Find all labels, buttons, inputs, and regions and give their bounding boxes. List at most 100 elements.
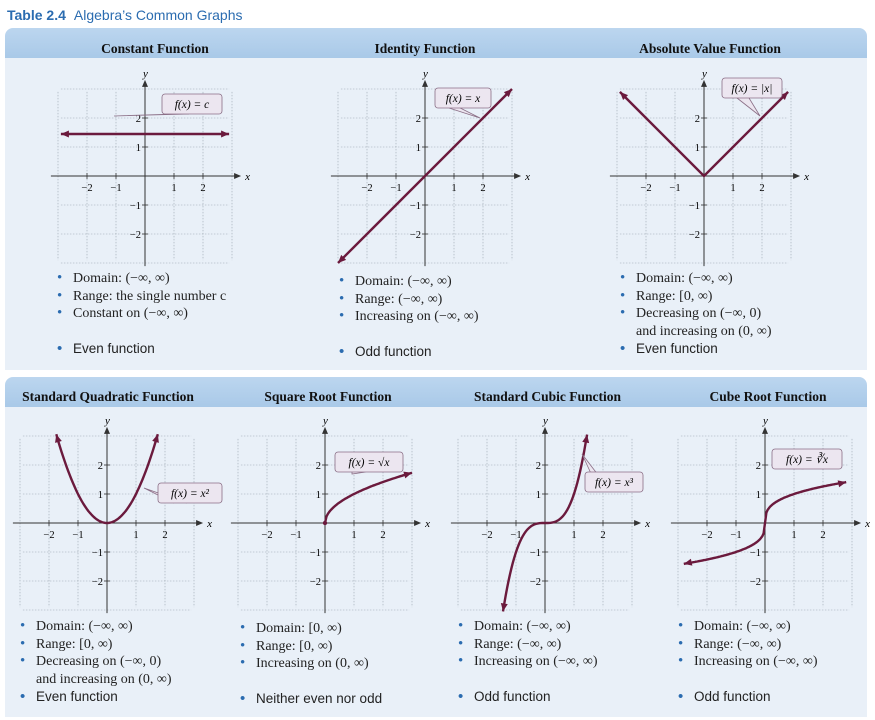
y-tick-label: −2 [310,577,321,588]
y-axis-arrow [762,426,768,434]
x-tick-label: −1 [290,530,301,541]
y-axis-label: y [142,68,148,80]
function-curve [619,91,789,178]
y-tick-label: 2 [416,114,421,125]
domain-item: Domain: (−∞, ∞) [18,618,172,636]
range-item: Range: [0, ∞) [238,638,382,656]
y-tick-label: −1 [530,548,541,559]
square-root-function-graph: x y −2 −1 1 2 2 1 −1 −2 f(x) = √x [230,415,430,614]
x-tick-label: 2 [759,183,764,194]
y-tick-label: 2 [536,461,541,472]
x-tick-label: 2 [480,183,485,194]
behavior-item: Increasing on (0, ∞) [238,655,382,673]
curve-arrowhead [221,130,230,138]
label-box [771,448,843,470]
x-tick-label: 2 [200,183,205,194]
y-axis-arrow [322,426,328,434]
label-box [157,482,223,504]
curve-arrowhead [152,434,159,443]
symmetry-item: Even function [55,340,226,358]
domain-item: Domain: [0, ∞) [238,620,382,638]
x-tick-label: 1 [791,530,796,541]
label-pointer [351,471,366,475]
graph-title: Absolute Value Function [639,41,781,56]
x-tick-label: −1 [110,183,121,194]
y-tick-label: 2 [98,461,103,472]
function-label: f(x) = x² [171,488,210,500]
x-axis-arrow [234,173,242,179]
x-axis-arrow [514,173,522,179]
x-tick-label: 1 [133,530,138,541]
x-axis-label: x [206,518,212,530]
range-item: Range: the single number c [55,288,226,306]
graph-title: Standard Quadratic Function [22,389,194,404]
x-tick-label: −1 [72,530,83,541]
bottom-header-band [5,377,867,407]
function-curve [55,433,159,525]
range-item: Range: (−∞, ∞) [337,291,478,309]
label-box [434,87,492,109]
x-tick-label: −1 [510,530,521,541]
y-tick-label: −1 [750,548,761,559]
x-tick-label: 1 [730,183,735,194]
y-axis-label: y [762,415,768,427]
y-tick-label: −2 [130,230,141,241]
properties-list: Domain: (−∞, ∞) Range: (−∞, ∞) Increasin… [337,273,478,360]
x-axis-arrow [854,520,862,526]
x-axis-arrow [414,520,422,526]
constant-function-graph: x y −2 −1 1 2 2 1 −1 −2 f(x) = c [50,68,250,267]
y-axis-arrow [142,79,148,87]
behavior-item: Decreasing on (−∞, 0) [18,653,172,671]
y-tick-label: −1 [130,201,141,212]
y-tick-label: 1 [536,490,541,501]
graph-title: Identity Function [374,41,476,56]
y-tick-label: −2 [92,577,103,588]
curve-arrowhead [779,91,789,101]
y-axis-label: y [542,415,548,427]
function-label: f(x) = |x| [732,83,773,95]
function-label: f(x) = ∛x [786,452,829,466]
x-tick-label: −2 [81,183,92,194]
x-tick-label: −1 [669,183,680,194]
y-tick-label: −2 [750,577,761,588]
function-label: f(x) = x [446,93,481,105]
y-tick-label: 1 [98,490,103,501]
properties-list: Domain: (−∞, ∞) Range: [0, ∞) Decreasing… [618,270,772,358]
y-axis-arrow [104,426,110,434]
x-tick-label: 2 [162,530,167,541]
label-pointer [448,107,481,119]
y-axis-label: y [701,68,707,80]
function-label: f(x) = x³ [595,477,634,489]
x-tick-label: −2 [261,530,272,541]
graph-title: Square Root Function [264,389,392,404]
x-axis-label: x [864,518,870,530]
function-curve [683,480,847,566]
function-label: f(x) = c [175,99,210,111]
graph-title: Constant Function [101,41,209,56]
curve-arrowhead [619,91,629,101]
y-tick-label: 2 [695,114,700,125]
function-curve [501,434,589,612]
curve-arrowhead [403,471,412,479]
x-tick-label: 1 [171,183,176,194]
y-axis-label: y [104,415,110,427]
x-tick-label: 2 [380,530,385,541]
x-tick-label: 2 [820,530,825,541]
y-tick-label: 1 [136,143,141,154]
top-header-band [5,28,867,58]
domain-item: Domain: (−∞, ∞) [676,618,817,636]
curve-arrowhead [503,89,512,98]
x-axis-label: x [524,171,530,183]
function-label: f(x) = √x [349,456,391,469]
behavior-item: Increasing on (−∞, ∞) [676,653,817,671]
label-pointer [113,113,190,117]
x-tick-label: 1 [571,530,576,541]
y-axis-label: y [422,68,428,80]
behavior-item-continued: and increasing on (0, ∞) [636,323,772,339]
graph-title: Standard Cubic Function [473,389,622,404]
curve-arrowhead [837,480,847,488]
y-tick-label: 1 [316,490,321,501]
y-axis-arrow [542,426,548,434]
label-box [584,471,644,493]
y-tick-label: −1 [689,201,700,212]
